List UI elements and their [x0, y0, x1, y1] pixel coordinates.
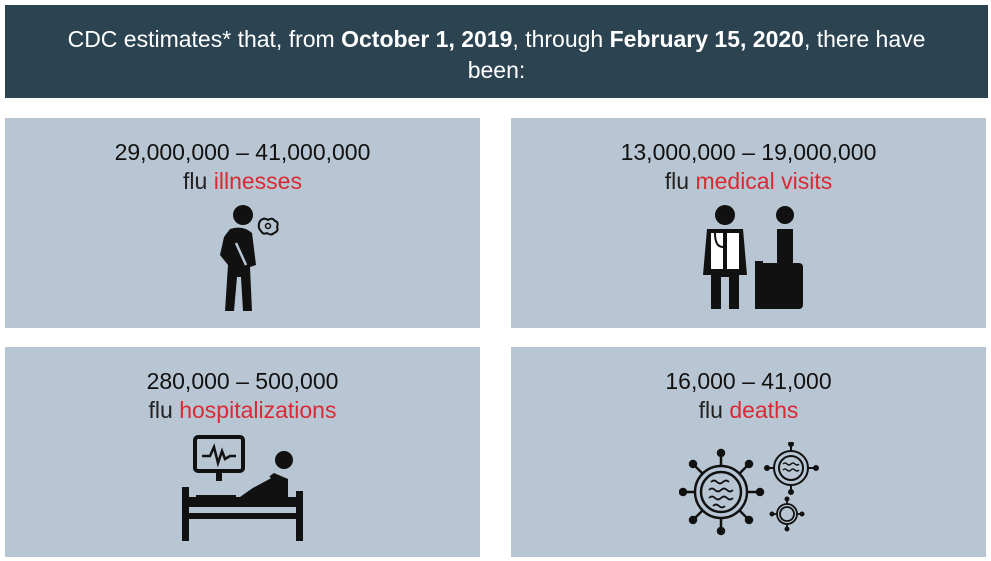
hospital-bed-icon — [182, 435, 303, 541]
stat-card-medical-visits: 13,000,000 – 19,000,000 flu medical visi… — [511, 118, 986, 328]
stat-range: 280,000 – 500,000 — [146, 368, 339, 394]
stat-label-highlight: medical visits — [695, 168, 833, 194]
stat-range: 16,000 – 41,000 — [665, 368, 832, 394]
header-banner: CDC estimates* that, from October 1, 201… — [5, 5, 988, 98]
stat-label: flu illnesses — [5, 166, 480, 196]
header-text-2: , through — [512, 26, 610, 52]
stat-label: flu medical visits — [511, 166, 986, 196]
header-text-1: CDC estimates* that, from — [67, 26, 342, 52]
stat-range: 29,000,000 – 41,000,000 — [114, 139, 371, 165]
stat-label-highlight: deaths — [729, 397, 799, 423]
doctor-patient-icon — [703, 205, 803, 309]
stat-label-prefix: flu — [698, 397, 730, 423]
stat-card-deaths: 16,000 – 41,000 flu deaths — [511, 347, 986, 557]
sick-person-icon — [220, 205, 279, 311]
header-date-start: October 1, 2019 — [341, 26, 513, 52]
header-date-end: February 15, 2020 — [609, 26, 804, 52]
stat-label-prefix: flu — [183, 168, 214, 194]
virus-icon — [679, 442, 819, 536]
stat-label-highlight: hospitalizations — [179, 397, 337, 423]
stat-label: flu deaths — [511, 395, 986, 425]
stat-range: 13,000,000 – 19,000,000 — [620, 139, 877, 165]
stat-label-prefix: flu — [664, 168, 696, 194]
stat-card-hospitalizations: 280,000 – 500,000 flu hospitalizations — [5, 347, 480, 557]
stat-label-highlight: illnesses — [213, 168, 302, 194]
header-text-3: , there have been: — [467, 26, 926, 83]
stat-label-prefix: flu — [148, 397, 180, 423]
stat-card-illnesses: 29,000,000 – 41,000,000 flu illnesses — [5, 118, 480, 328]
stat-label: flu hospitalizations — [5, 395, 480, 425]
